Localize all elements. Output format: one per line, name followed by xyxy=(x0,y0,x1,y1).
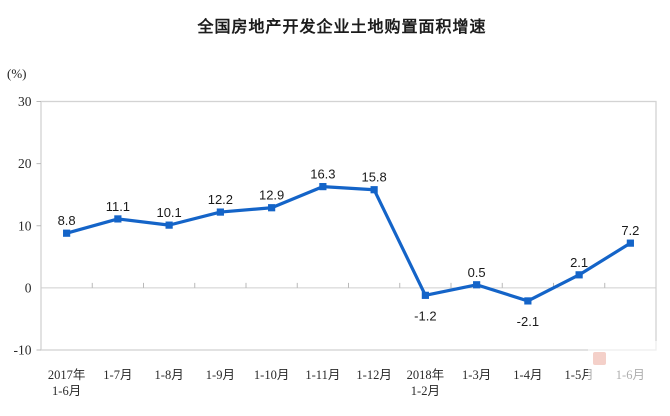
data-point-label: 10.1 xyxy=(156,205,181,220)
x-axis-category-label: 1-4月 xyxy=(513,368,542,382)
data-point-label: -2.1 xyxy=(517,314,539,329)
y-axis-tick-label: 30 xyxy=(18,94,32,109)
data-point-label: -1.2 xyxy=(414,308,436,323)
chart-title: 全国房地产开发企业土地购置面积增速 xyxy=(197,19,487,36)
data-point-label: 12.2 xyxy=(208,192,233,207)
data-point-marker xyxy=(63,229,71,237)
data-point-label: 11.1 xyxy=(106,199,130,214)
y-axis-tick-label: 20 xyxy=(18,156,32,171)
data-point-label: 15.8 xyxy=(361,170,386,185)
data-point-label: 7.2 xyxy=(621,223,639,238)
y-axis-unit-label: (%) xyxy=(7,66,27,81)
watermark-logo-remnant xyxy=(593,352,606,365)
data-point-marker xyxy=(524,297,532,305)
data-point-label: 12.9 xyxy=(259,188,284,203)
data-point-marker xyxy=(421,291,429,299)
x-axis-category-label: 2017年 xyxy=(48,368,86,382)
x-axis-category-label: 1-12月 xyxy=(356,368,391,382)
data-point-marker xyxy=(216,208,224,216)
x-axis-category-label: 1-6月 xyxy=(52,384,81,398)
data-point-marker xyxy=(626,239,634,247)
x-axis-category-label: 1-2月 xyxy=(411,384,440,398)
data-point-marker xyxy=(268,204,276,212)
series-line xyxy=(65,185,632,303)
y-axis-tick-label: 10 xyxy=(18,218,32,233)
data-point-label: 2.1 xyxy=(570,255,588,270)
watermark-overlay xyxy=(588,341,668,414)
data-point-marker xyxy=(114,215,122,223)
plot-area-border xyxy=(40,100,657,351)
x-axis-category-label: 1-10月 xyxy=(254,368,289,382)
x-axis-category-label: 1-9月 xyxy=(206,368,235,382)
data-point-marker xyxy=(473,281,481,289)
x-axis-category-label: 1-3月 xyxy=(462,368,491,382)
data-point-label: 0.5 xyxy=(468,265,486,280)
data-point-marker xyxy=(319,183,327,191)
x-axis-category-label: 1-7月 xyxy=(103,368,132,382)
data-point-marker xyxy=(165,221,173,229)
data-point-label: 16.3 xyxy=(310,167,335,182)
y-axis-tick-label: -10 xyxy=(14,343,32,358)
x-axis-category-label: 1-11月 xyxy=(305,368,340,382)
data-point-marker xyxy=(575,271,583,279)
y-axis-tick-label: 0 xyxy=(25,280,32,295)
data-point-label: 8.8 xyxy=(58,213,76,228)
data-point-marker xyxy=(370,186,378,194)
x-axis-category-label: 1-5月 xyxy=(565,368,594,382)
x-axis-category-label: 1-8月 xyxy=(155,368,184,382)
x-axis-category-label: 2018年 xyxy=(407,368,445,382)
